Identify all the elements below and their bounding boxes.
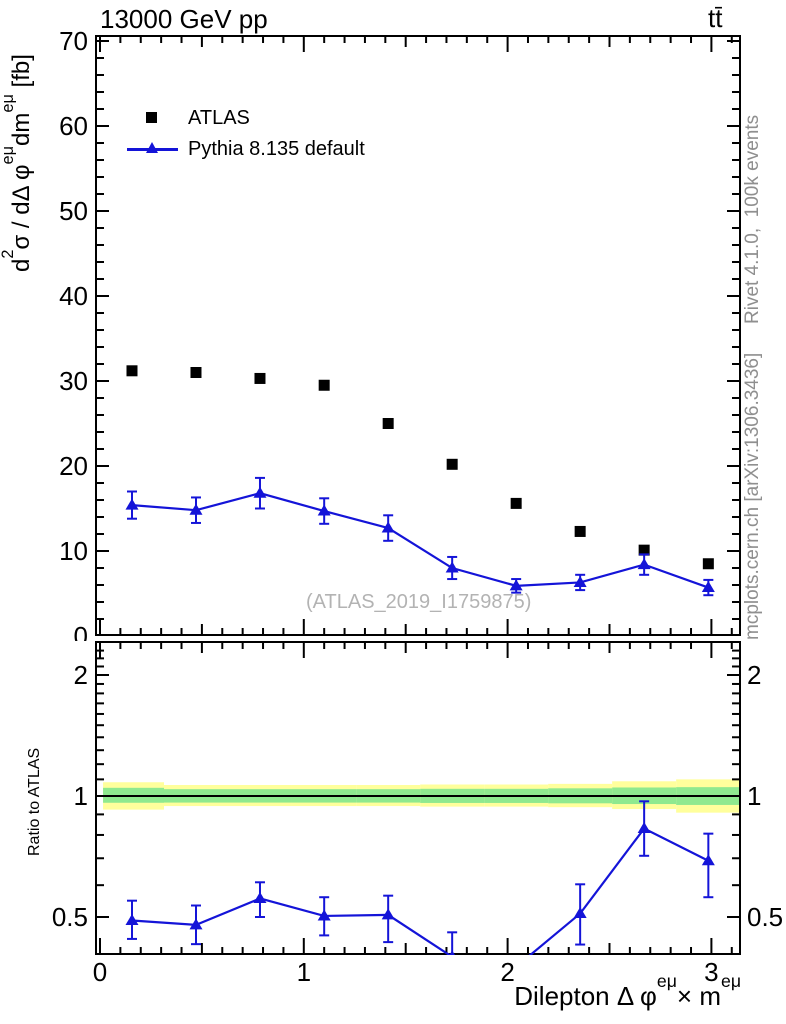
ratio-y-tick-label-right: 2 bbox=[747, 660, 762, 690]
atlas-square-marker-icon bbox=[146, 112, 157, 123]
ratio-y-tick-label-left: 0.5 bbox=[51, 902, 88, 932]
x-tick-label: 1 bbox=[296, 957, 312, 987]
ratio-line bbox=[131, 827, 709, 955]
legend-label-pythia: Pythia 8.135 default bbox=[188, 138, 365, 160]
process-label: tt̄ bbox=[708, 3, 723, 33]
main-y-tick-label: 30 bbox=[59, 366, 88, 396]
main-y-axis-title: d2σ / dΔ φeμdmeμ [fb] bbox=[0, 54, 35, 272]
pythia-line bbox=[131, 492, 709, 589]
ratio-plot-svg bbox=[95, 641, 741, 955]
main-y-tick-label: 70 bbox=[59, 26, 88, 56]
main-y-tick-label: 40 bbox=[59, 281, 88, 311]
ratio-y-tick-label-right: 0.5 bbox=[747, 902, 784, 932]
ratio-axis-ticks bbox=[97, 643, 739, 953]
ratio-y-tick-label-left: 2 bbox=[73, 660, 88, 690]
pythia-data-points bbox=[125, 486, 715, 593]
main-plot-svg bbox=[95, 35, 741, 636]
atlas-data-points bbox=[126, 365, 714, 570]
legend-label-atlas: ATLAS bbox=[188, 107, 250, 129]
plot-title: 13000 GeV pp bbox=[100, 4, 268, 34]
pythia-error-bars bbox=[126, 476, 714, 597]
x-tick-label: 2 bbox=[500, 957, 515, 987]
x-axis-title: Dilepton Δ φeμ× meμ bbox=[514, 971, 741, 1011]
main-y-tick-label: 50 bbox=[59, 196, 88, 226]
pythia-triangle-marker-icon bbox=[146, 142, 158, 153]
main-axis-ticks bbox=[97, 37, 739, 636]
ratio-y-tick-label-right: 1 bbox=[747, 781, 762, 811]
x-tick-label: 0 bbox=[92, 957, 108, 987]
ratio-data-points bbox=[125, 822, 715, 955]
analysis-watermark: (ATLAS_2019_I1759875) bbox=[306, 591, 532, 613]
rivet-version-note: Rivet 4.1.0, 100k events bbox=[742, 114, 763, 324]
ratio-y-tick-label-left: 1 bbox=[73, 781, 88, 811]
main-y-tick-label: 10 bbox=[59, 536, 88, 566]
mcplots-reference-note: mcplots.cern.ch [arXiv:1306.3436] bbox=[742, 352, 763, 640]
main-y-tick-label: 20 bbox=[59, 451, 88, 481]
ratio-frame2 bbox=[95, 641, 741, 955]
main-y-tick-label: 60 bbox=[59, 111, 88, 141]
x-tick-label: 3 bbox=[704, 957, 719, 987]
main-frame bbox=[95, 35, 741, 636]
